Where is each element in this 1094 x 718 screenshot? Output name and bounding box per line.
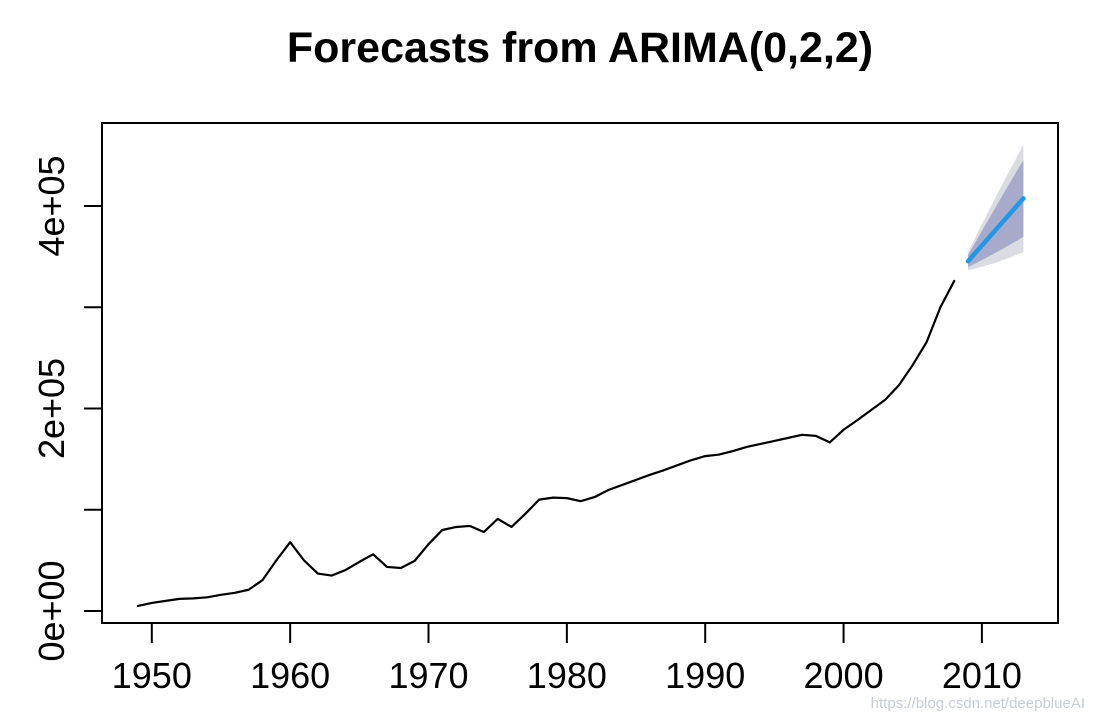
x-axis-tick-label: 1950 (112, 655, 192, 696)
x-axis-tick-label: 1960 (250, 655, 330, 696)
watermark-url: https://blog.csdn.net/deepblueAI (870, 695, 1085, 712)
plot-border (101, 122, 1059, 624)
y-axis-tick-label: 0e+00 (31, 560, 72, 661)
x-axis-tick-label: 1990 (665, 655, 745, 696)
y-axis-tick-label: 2e+05 (31, 358, 72, 459)
x-axis-tick-label: 1970 (388, 655, 468, 696)
y-axis-tick-label: 4e+05 (31, 155, 72, 256)
observed-series-line (136, 279, 956, 608)
x-axis-tick-label: 2010 (942, 655, 1022, 696)
confidence-band-80 (968, 159, 1024, 268)
x-axis-tick-label: 1980 (527, 655, 607, 696)
x-axis-tick-label: 2000 (804, 655, 884, 696)
chart-title: Forecasts from ARIMA(0,2,2) (286, 24, 874, 72)
forecast-mean-line (965, 196, 1026, 264)
